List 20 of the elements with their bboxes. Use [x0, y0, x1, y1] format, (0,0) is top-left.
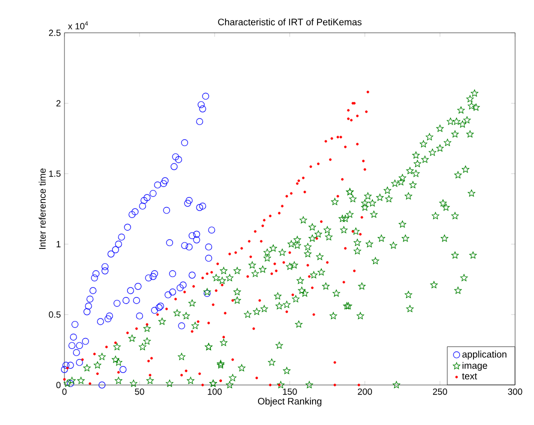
x-tick-label: 300	[508, 388, 522, 395]
legend-label: application	[462, 350, 506, 360]
x-tick-label: 250	[432, 388, 448, 395]
legend-label: image	[462, 362, 488, 371]
x-axis-title: Object Ranking	[258, 398, 322, 407]
y-tick-label: 0.5	[48, 312, 61, 318]
y-tick-label: 2	[56, 100, 60, 106]
y-tick-label: 1	[56, 241, 60, 248]
y-axis-title: Inter reference time	[38, 168, 46, 249]
text: x 10$^{4}$	[68, 21, 88, 30]
x-tick-label: 0	[62, 388, 67, 395]
chart-title: Characteristic of IRT of PetiKemas	[218, 18, 362, 26]
legend-label: text	[462, 373, 478, 380]
x-tick-label: 150	[283, 388, 297, 395]
y-tick-label: 2.5	[48, 30, 61, 36]
y-tick-label: 1.5	[49, 170, 61, 177]
x-tick-label: 100	[208, 388, 222, 395]
x-tick-label: 200	[358, 388, 372, 395]
x-tick-label: 50	[134, 388, 144, 395]
y-tick-label: 0	[56, 382, 61, 388]
